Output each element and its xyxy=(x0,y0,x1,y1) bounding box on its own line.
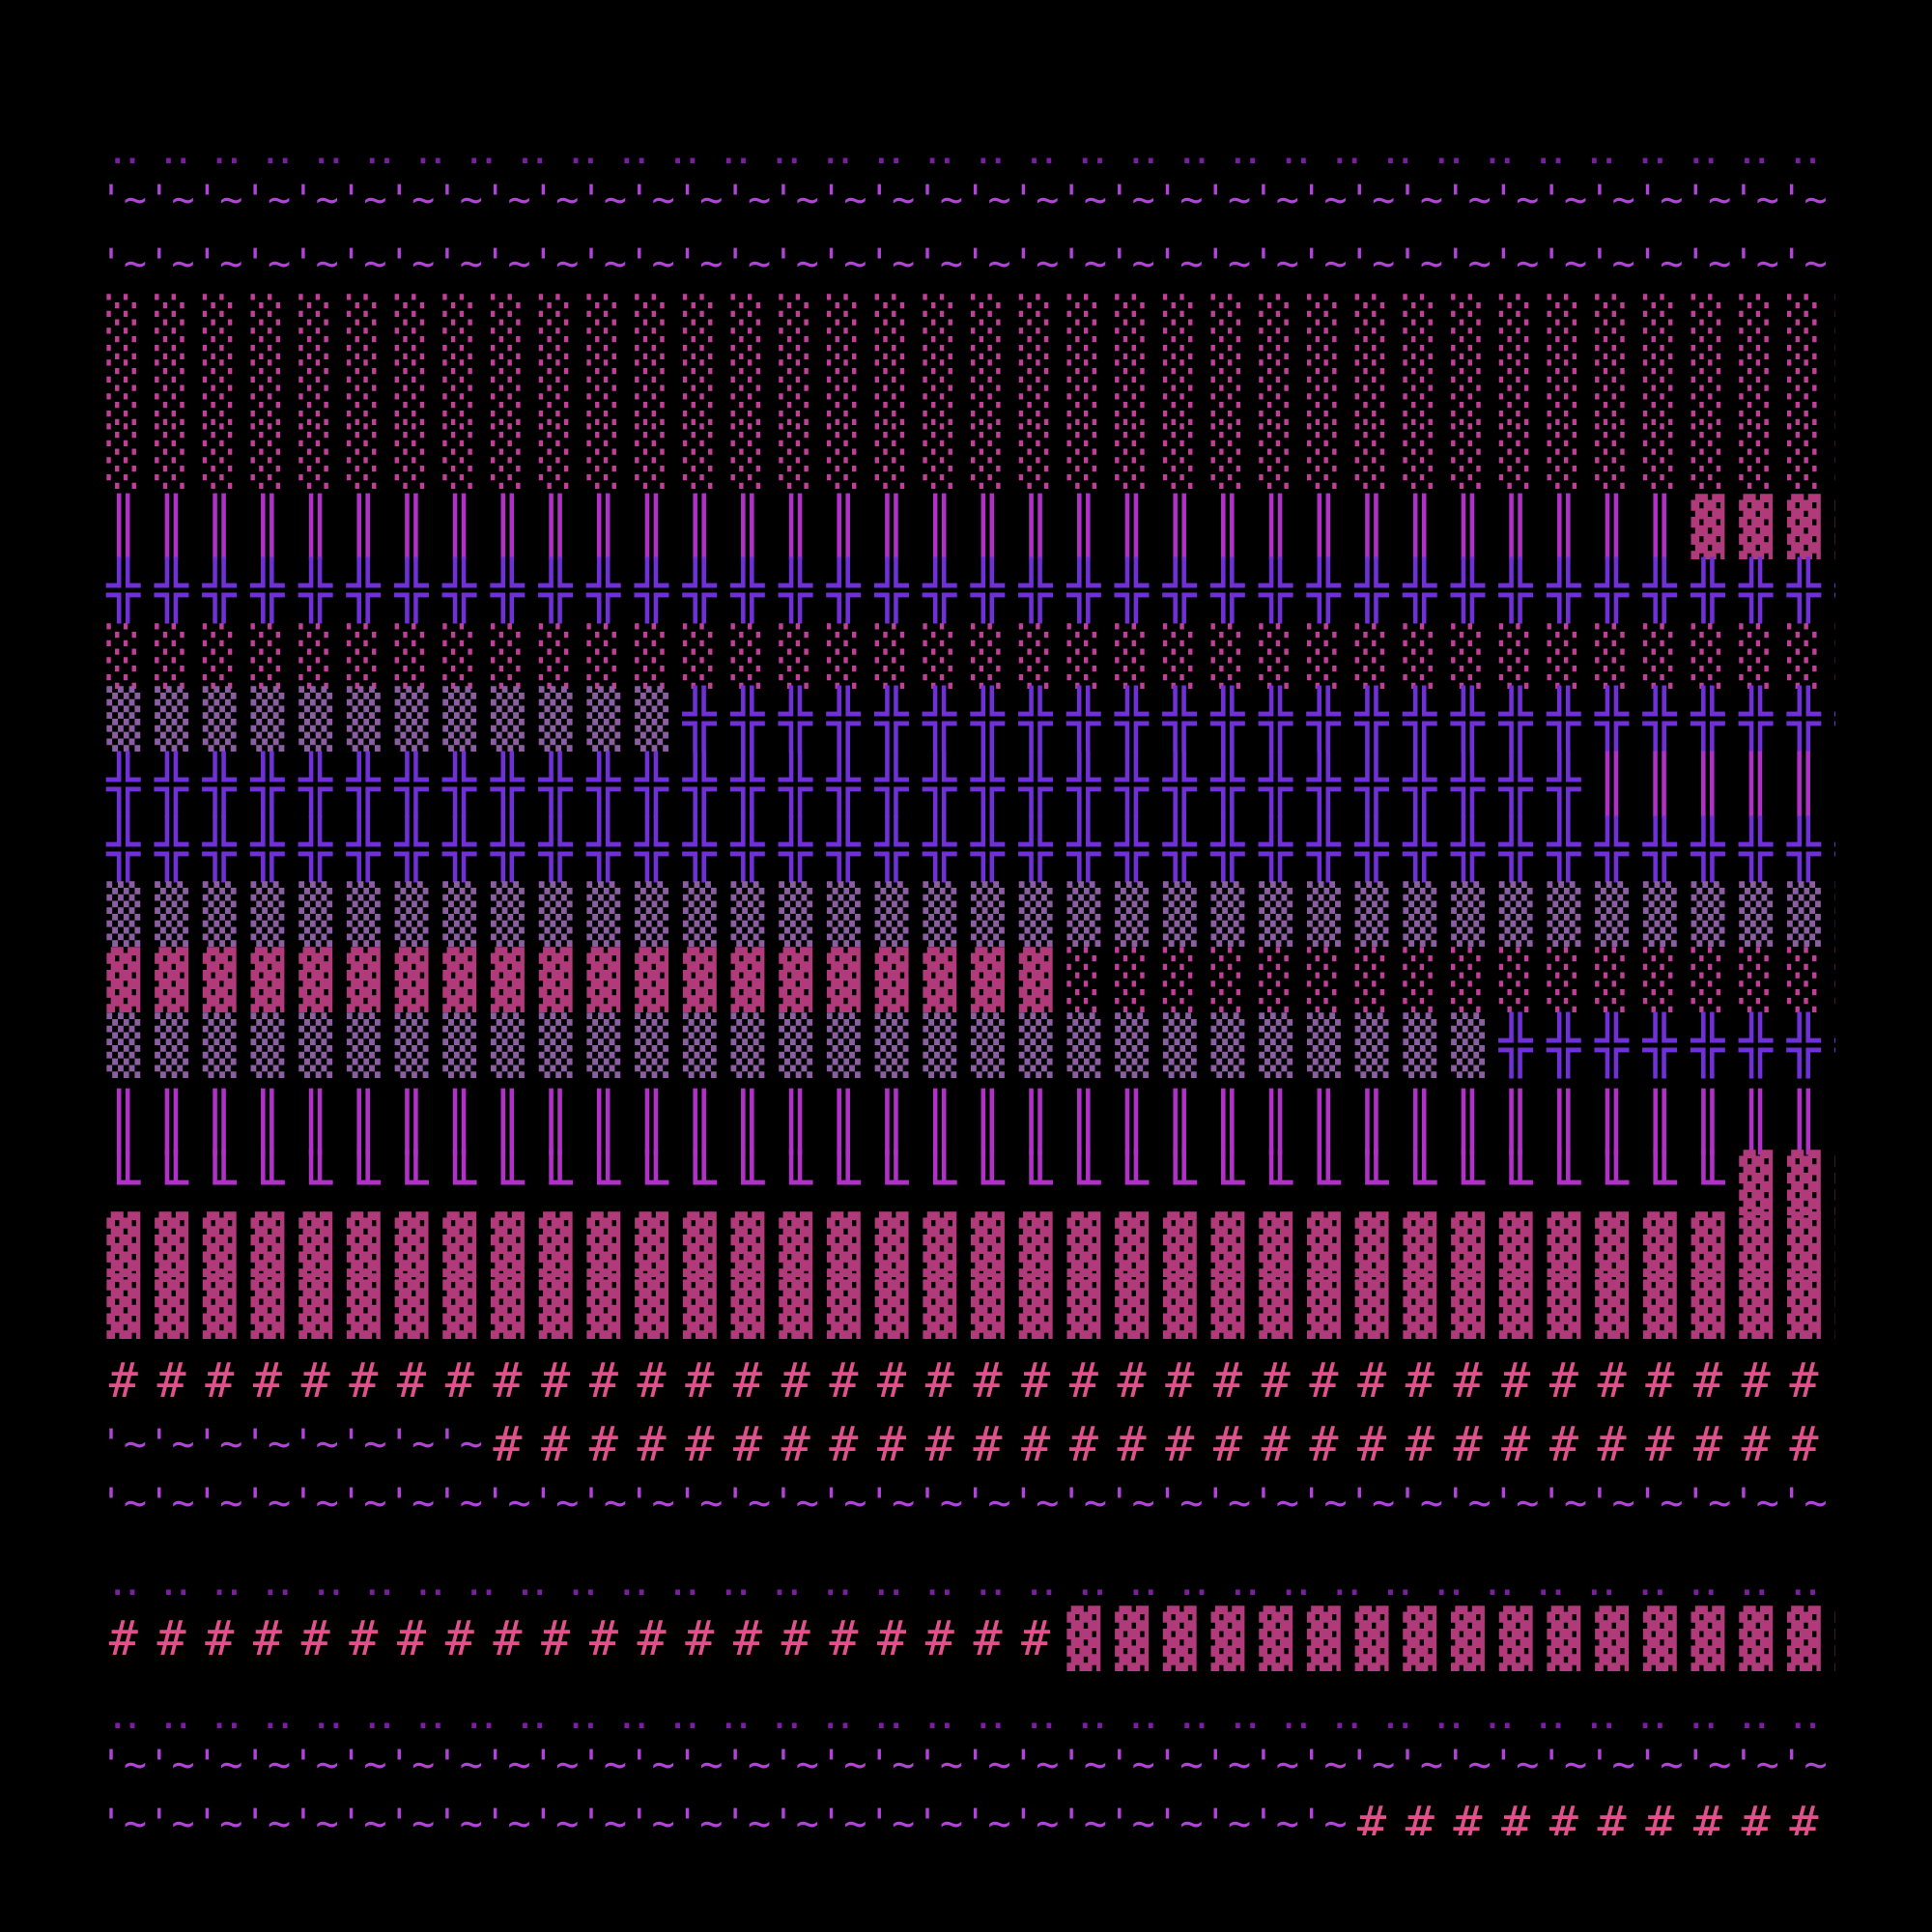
glyph-run: ▓▓▓▓▓▓▓▓▓▓▓▓▓▓▓▓▓▓▓▓▓▓▓▓▓▓▓▓▓▓▓▓▓▓▓▓▓ xyxy=(106,1211,1883,1277)
glyph-run: ║║║║║║║║║║║║║║║║║║║║║║║║║║║║║║║║║║║║║ xyxy=(106,1088,1883,1155)
glyph-run: ╬╬╬╬╬╬╬╬╬╬╬╬╬╬╬╬╬╬╬╬╬╬╬╬╬╬╬╬╬╬╬╬╬╬╬╬╬ xyxy=(105,556,1883,624)
glyph-run: ╬╬╬╬╬╬╬╬╬╬╬╬╬╬╬╬╬╬╬╬╬╬╬╬╬ xyxy=(682,685,1884,753)
glyph-run: '~'~'~'~'~'~'~'~'~'~'~'~'~'~'~'~'~'~'~'~… xyxy=(99,1802,1348,1846)
glyph-run: ▓▓▓ xyxy=(1739,1150,1883,1215)
glyph-run: #################### xyxy=(109,1610,1069,1666)
glyph-run: ▒▒▒▒▒▒▒▒▒▒▒▒▒▒▒▒▒▒▒▒▒▒▒▒▒▒▒▒▒▒▒▒▒▒▒▒▒ xyxy=(106,881,1883,947)
glyph-run: ‥‥‥‥‥‥‥‥‥‥‥‥‥‥‥‥‥‥‥‥‥‥‥‥‥‥‥‥‥‥‥‥‥‥‥‥‥ xyxy=(110,1553,1932,1605)
glyph-grid: ‥‥‥‥‥‥‥‥‥‥‥‥‥‥‥‥‥‥‥‥‥‥‥‥‥‥‥‥‥‥‥‥‥‥‥‥‥'~'… xyxy=(99,122,1932,1852)
glyph-run: '~'~'~'~'~'~'~'~'~'~'~'~'~'~'~'~'~'~'~'~… xyxy=(99,1743,1876,1787)
glyph-run: ║║║║║║║║║║║║║║║║║║║║║║║║║║║║║║║║║ xyxy=(106,493,1690,560)
glyph-run: ‥‥‥‥‥‥‥‥‥‥‥‥‥‥‥‥‥‥‥‥‥‥‥‥‥‥‥‥‥‥‥‥‥‥‥‥‥ xyxy=(110,1687,1932,1739)
glyph-run: ╙╙╙╙╙╙╙╙╙╙╙╙╙╙╙╙╙╙╙╙╙╙╙╙╙╙╙╙╙╙╙╙╙╙ xyxy=(106,1149,1739,1215)
glyph-run: ░░░░░░░░░░░░░░░░░ xyxy=(1066,947,1883,1012)
glyph-run: ╬╬╬╬╬╬╬╬╬╬╬╬╬╬╬╬╬╬╬╬╬╬╬╬╬╬╬╬╬╬╬ xyxy=(105,751,1595,818)
glyph-run: ║║║║║║ xyxy=(1595,751,1883,818)
glyph-run: ░░░░░░░░░░░░░░░░░░░░░░░░░░░░░░░░░░░░░ xyxy=(106,423,1883,489)
glyph-run: ▓▓▓▓ xyxy=(1690,494,1883,559)
glyph-run: ░░░░░░░░░░░░░░░░░░░░░░░░░░░░░░░░░░░░░ xyxy=(106,623,1883,689)
glyph-run: ########### xyxy=(1357,1796,1886,1852)
glyph-run: '~'~'~'~'~'~'~'~'~'~'~'~'~'~'~'~'~'~'~'~… xyxy=(99,178,1876,222)
glyph-run: ##################################### xyxy=(109,1352,1886,1408)
glyph-run: ‥‥‥‥‥‥‥‥‥‥‥‥‥‥‥‥‥‥‥‥‥‥‥‥‥‥‥‥‥‥‥‥‥‥‥‥‥ xyxy=(110,122,1932,174)
glyph-run: ▓▓▓▓▓▓▓▓▓▓▓▓▓▓▓▓▓▓▓▓▓▓▓▓▓▓▓▓▓▓▓▓▓▓▓▓▓ xyxy=(106,1273,1883,1339)
glyph-run: ▒▒▒▒▒▒▒▒▒▒▒▒▒▒▒▒▒▒▒▒▒▒▒▒▒▒▒▒▒ xyxy=(106,1012,1498,1078)
glyph-run: ╬╬╬╬╬╬╬╬╬╬╬╬╬╬╬╬╬╬╬╬╬╬╬╬╬╬╬╬╬╬╬╬╬╬╬╬╬ xyxy=(105,815,1883,883)
glyph-run: ▓▓▓▓▓▓▓▓▓▓▓▓▓▓▓▓▓▓▓▓ xyxy=(106,947,1066,1012)
glyph-run: ▒▒▒▒▒▒▒▒▒▒▒▒ xyxy=(106,686,682,752)
glyph-run: ############################# xyxy=(493,1416,1885,1472)
glyph-run: ░░░░░░░░░░░░░░░░░░░░░░░░░░░░░░░░░░░░░ xyxy=(106,359,1883,425)
glyph-run: '~'~'~'~'~'~'~'~'~'~'~'~'~'~'~'~'~'~'~'~… xyxy=(99,1481,1876,1525)
glyph-run: '~'~'~'~'~'~'~'~ xyxy=(99,1422,484,1466)
glyph-run: ░░░░░░░░░░░░░░░░░░░░░░░░░░░░░░░░░░░░░ xyxy=(106,294,1883,359)
glyph-run: ▓▓▓▓▓▓▓▓▓▓▓▓▓▓▓▓▓ xyxy=(1066,1605,1883,1671)
glyph-run: ╬╬╬╬╬╬╬╬ xyxy=(1498,1011,1884,1079)
glyph-run: '~'~'~'~'~'~'~'~'~'~'~'~'~'~'~'~'~'~'~'~… xyxy=(99,242,1876,286)
